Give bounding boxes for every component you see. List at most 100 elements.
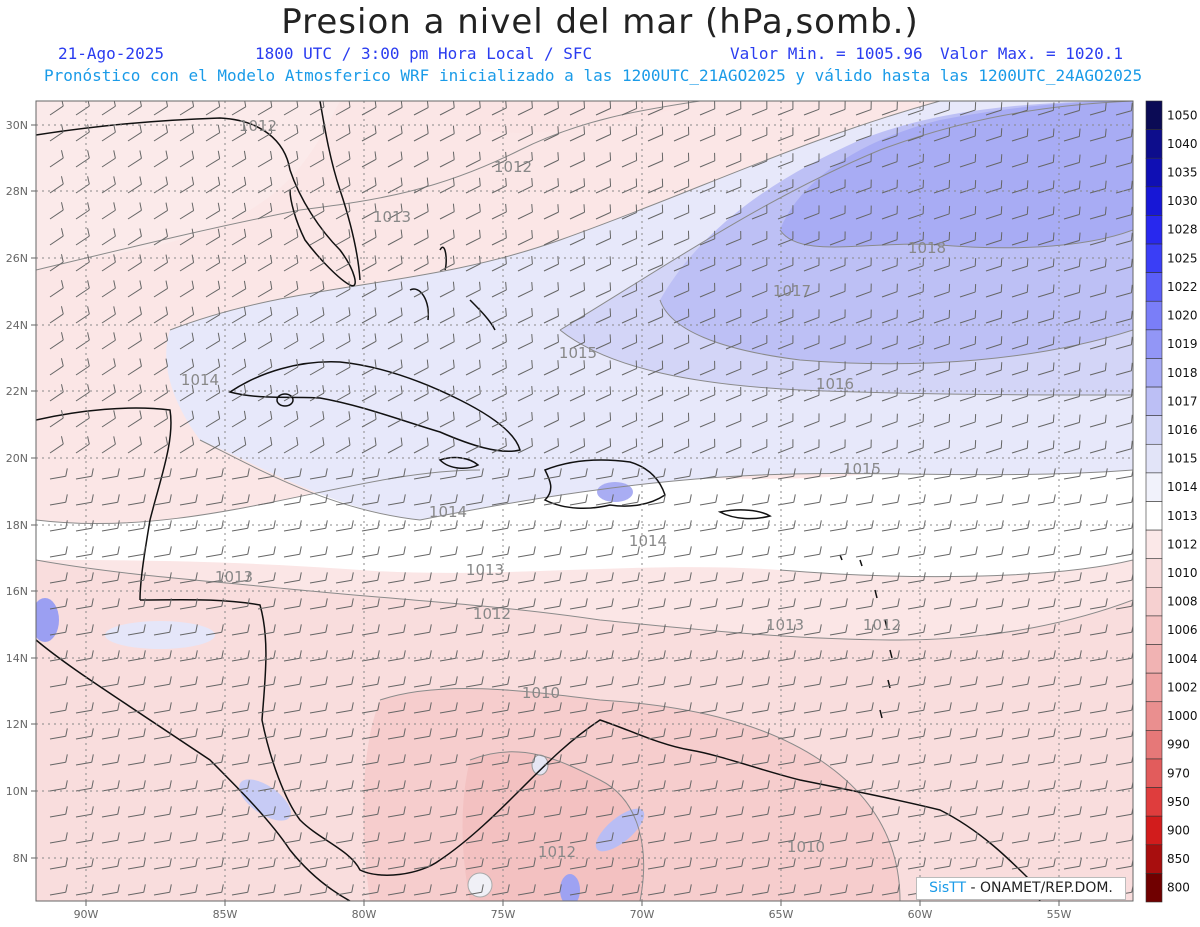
colorbar-swatch bbox=[1145, 844, 1163, 874]
wind-barb bbox=[465, 229, 481, 246]
wind-barb bbox=[283, 494, 302, 506]
wind-barb bbox=[647, 546, 666, 558]
wind-barb bbox=[49, 832, 68, 844]
wind-barb bbox=[725, 598, 744, 610]
wind-barb bbox=[725, 308, 742, 324]
wind-barb bbox=[725, 282, 742, 298]
wind-barb bbox=[673, 204, 690, 220]
wind-barb bbox=[699, 624, 718, 636]
wind-barb bbox=[283, 780, 302, 792]
wind-barb bbox=[725, 101, 742, 116]
wind-barb bbox=[231, 468, 250, 480]
wind-barb bbox=[309, 151, 325, 168]
wind-barb bbox=[153, 494, 172, 506]
wind-barb bbox=[881, 546, 900, 558]
wind-barb bbox=[1011, 702, 1030, 714]
wind-barb bbox=[75, 728, 94, 740]
wind-barb bbox=[465, 546, 484, 558]
wind-barb bbox=[335, 858, 354, 870]
wind-barb bbox=[751, 650, 770, 662]
wind-barb bbox=[621, 494, 640, 506]
wind-barb bbox=[153, 101, 169, 116]
wind-barb bbox=[439, 333, 455, 350]
wind-barb bbox=[283, 754, 302, 766]
wind-barb bbox=[75, 702, 94, 714]
wind-barb bbox=[621, 884, 640, 896]
wind-barb bbox=[153, 468, 172, 480]
wind-barb bbox=[231, 702, 250, 714]
wind-barb bbox=[127, 546, 146, 558]
wind-barb bbox=[413, 229, 429, 246]
wind-barb bbox=[361, 858, 380, 870]
wind-barb bbox=[881, 884, 900, 896]
wind-barb bbox=[959, 494, 978, 506]
wind-barb bbox=[309, 624, 328, 636]
wind-barb bbox=[179, 280, 195, 298]
wind-barb bbox=[699, 546, 718, 558]
wind-barb bbox=[153, 806, 172, 818]
wind-barb bbox=[985, 232, 1003, 246]
wind-barb bbox=[959, 546, 978, 558]
wind-barb bbox=[387, 650, 406, 662]
wind-barb bbox=[49, 572, 68, 584]
colorbar-label: 900 bbox=[1167, 823, 1190, 837]
wind-barb bbox=[127, 332, 142, 350]
colorbar-swatch bbox=[1145, 300, 1163, 331]
wind-barb bbox=[153, 280, 169, 298]
wind-barb bbox=[361, 572, 380, 584]
wind-barb bbox=[387, 676, 406, 688]
wind-barb bbox=[673, 520, 692, 532]
wind-barb bbox=[595, 884, 614, 896]
wind-barb bbox=[803, 231, 820, 246]
colorbar-label: 1013 bbox=[1167, 509, 1198, 523]
wind-barb bbox=[335, 728, 354, 740]
wind-barb bbox=[647, 676, 666, 688]
wind-barb bbox=[933, 257, 951, 272]
wind-barb bbox=[1063, 128, 1081, 142]
lat-tick-label: 30N bbox=[6, 119, 28, 132]
wind-barb bbox=[933, 806, 952, 818]
wind-barb bbox=[283, 650, 302, 662]
wind-barb bbox=[283, 858, 302, 870]
wind-barb bbox=[1089, 206, 1107, 220]
isobar-label: 1015 bbox=[843, 460, 881, 478]
wind-barb bbox=[543, 204, 559, 220]
wind-barb bbox=[595, 832, 614, 844]
colorbar-swatch bbox=[1145, 587, 1163, 617]
wind-barb bbox=[699, 126, 716, 142]
wind-barb bbox=[933, 572, 952, 584]
wind-barb bbox=[907, 335, 924, 350]
wind-barb bbox=[829, 468, 848, 480]
wind-barb bbox=[725, 546, 744, 558]
wind-barb bbox=[595, 360, 612, 376]
wind-barb bbox=[829, 624, 848, 636]
wind-barb bbox=[231, 254, 247, 272]
wind-barb bbox=[257, 858, 276, 870]
wind-barb bbox=[231, 332, 247, 350]
wind-barb bbox=[465, 728, 484, 740]
wind-barb bbox=[49, 254, 64, 272]
lon-tick-label: 80W bbox=[352, 908, 377, 921]
wind-barb bbox=[49, 754, 68, 766]
wind-barb bbox=[699, 884, 718, 896]
wind-barb bbox=[543, 178, 559, 194]
colorbar-label: 1000 bbox=[1167, 709, 1198, 723]
wind-barb bbox=[777, 624, 796, 636]
wind-barb bbox=[1089, 284, 1107, 298]
wind-barb bbox=[491, 728, 510, 740]
wind-barb bbox=[907, 546, 926, 558]
wind-barb bbox=[907, 468, 926, 480]
wind-barb bbox=[413, 411, 429, 428]
wind-barb bbox=[283, 884, 302, 896]
wind-barb bbox=[257, 702, 276, 714]
wind-barb bbox=[153, 754, 172, 766]
wind-barb bbox=[777, 231, 794, 246]
wind-barb bbox=[361, 702, 380, 714]
wind-barb bbox=[101, 702, 120, 714]
wind-barb bbox=[309, 884, 328, 896]
wind-barb bbox=[907, 780, 926, 792]
wind-barb bbox=[517, 126, 533, 142]
wind-barb bbox=[1037, 128, 1055, 142]
wind-barb bbox=[517, 806, 536, 818]
wind-barb bbox=[751, 546, 770, 558]
